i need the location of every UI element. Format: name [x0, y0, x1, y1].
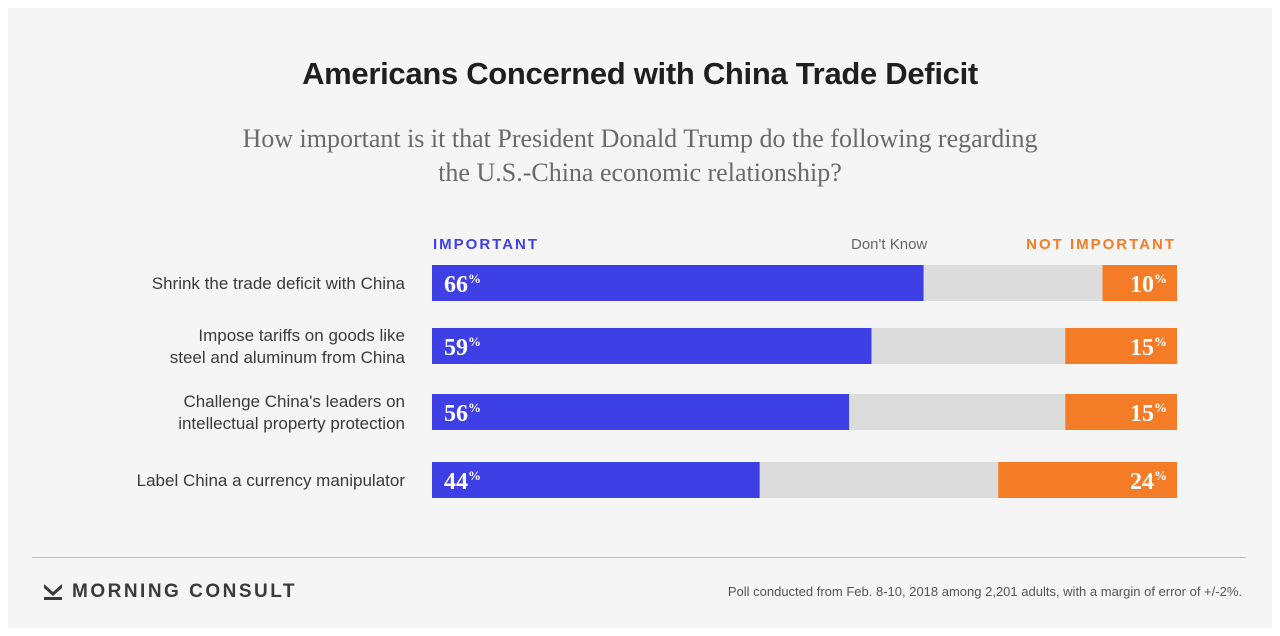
bar-segment-not-important	[998, 462, 1177, 498]
legend-important: IMPORTANT	[433, 236, 540, 253]
bar-segment-dont-know	[923, 265, 1103, 301]
bar-segment-dont-know	[849, 394, 1066, 430]
footer-divider	[32, 557, 1246, 558]
chart-subtitle: How important is it that President Donal…	[242, 124, 1038, 187]
bar-segment-not-important	[1065, 394, 1177, 430]
bar-segment-important	[432, 328, 872, 364]
bar-segment-dont-know	[759, 462, 999, 498]
value-label-important: 59%	[444, 334, 481, 361]
bar-segment-important	[432, 462, 760, 498]
category-label: Shrink the trade deficit with China	[152, 274, 406, 293]
bar-segment-dont-know	[871, 328, 1066, 364]
brand: MORNING CONSULT	[44, 581, 297, 603]
bar-segment-important	[432, 394, 850, 430]
bar-segment-not-important	[1065, 328, 1177, 364]
source-note: Poll conducted from Feb. 8-10, 2018 amon…	[727, 584, 1242, 599]
chart-title: Americans Concerned with China Trade Def…	[302, 56, 978, 91]
chart-card	[8, 8, 1272, 628]
value-label-not-important: 15%	[1130, 334, 1167, 361]
category-label: Challenge China's leaders on intellectual…	[178, 392, 405, 433]
brand-name: MORNING CONSULT	[72, 581, 298, 602]
bar-segment-important	[432, 265, 924, 301]
legend-dont-know: Don't Know	[851, 236, 928, 253]
legend-not-important: NOT IMPORTANT	[1026, 236, 1176, 253]
category-label: Label China a currency manipulator	[137, 471, 406, 490]
category-label: Impose tariffs on goods like steel and al…	[170, 326, 406, 367]
bar-segment-not-important	[1102, 265, 1177, 301]
morning-consult-logo-icon	[44, 584, 62, 600]
